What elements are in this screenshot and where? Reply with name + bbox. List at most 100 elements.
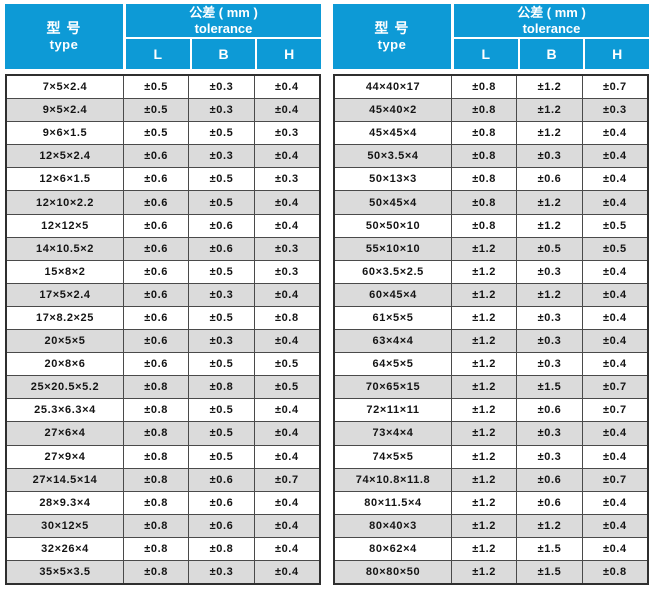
type-cell: 70×65×15 [365, 381, 421, 394]
tolerance-cell-B: ±0.5 [188, 445, 253, 468]
type-cell: 50×3.5×4 [367, 150, 419, 163]
tolerance-cell-B: ±0.5 [188, 353, 253, 376]
tolerance-cell-L: ±0.6 [123, 168, 188, 191]
type-cell: 35×5×3.5 [39, 566, 91, 579]
tolerance-cell-B: ±0.5 [188, 122, 253, 145]
type-cell: 7×5×2.4 [42, 81, 88, 94]
table-row: 7×5×2.4 ±0.5 ±0.3 ±0.4 [7, 76, 319, 99]
tolerance-cell-H: ±0.4 [253, 399, 319, 422]
tolerance-cell-H: ±0.4 [253, 99, 319, 122]
table-row: 12×12×5 ±0.6 ±0.6 ±0.4 [7, 213, 319, 237]
tolerance-cell-H: ±0.4 [253, 76, 319, 99]
tolerance-cell-B: ±0.3 [188, 99, 253, 122]
tolerance-cell-L: ±0.6 [123, 237, 188, 260]
col-header-L: L [454, 39, 518, 69]
tolerance-cell-H: ±0.4 [253, 214, 319, 237]
type-cell: 20×5×5 [44, 335, 86, 348]
tolerance-cell-L: ±1.2 [451, 353, 516, 376]
tolerance-cell-H: ±0.8 [253, 306, 319, 330]
table-row: 15×8×2 ±0.6 ±0.5 ±0.3 [7, 259, 319, 283]
tolerance-cell-B: ±1.5 [516, 376, 581, 399]
table-row: 12×5×2.4 ±0.6 ±0.3 ±0.4 [7, 144, 319, 168]
tolerance-cell-H: ±0.4 [581, 422, 647, 445]
table-row: 63×4×4 ±1.2 ±0.3 ±0.4 [335, 329, 647, 353]
table-row: 25.3×6.3×4 ±0.8 ±0.5 ±0.4 [7, 398, 319, 422]
type-cell: 9×5×2.4 [42, 104, 88, 117]
tolerance-cell-B: ±0.6 [188, 491, 253, 514]
tolerance-cell-L: ±0.8 [123, 537, 188, 560]
type-cell: 80×80×50 [365, 566, 421, 579]
table-row: 44×40×17 ±0.8 ±1.2 ±0.7 [335, 76, 647, 99]
tolerance-cell-H: ±0.7 [581, 468, 647, 491]
tolerance-cell-H: ±0.4 [253, 145, 319, 168]
table-row: 74×5×5 ±1.2 ±0.3 ±0.4 [335, 444, 647, 468]
tolerance-cell-H: ±0.4 [253, 422, 319, 445]
tolerance-cell-B: ±1.2 [516, 122, 581, 145]
tolerance-cell-L: ±0.8 [451, 76, 516, 99]
type-cell: 9×6×1.5 [42, 127, 88, 140]
tolerance-cell-H: ±0.4 [581, 353, 647, 376]
table-row: 25×20.5×5.2 ±0.8 ±0.8 ±0.5 [7, 375, 319, 399]
tolerance-cell-B: ±0.5 [188, 260, 253, 283]
type-cell: 12×12×5 [41, 219, 89, 232]
tolerance-cell-L: ±1.2 [451, 376, 516, 399]
tolerance-cell-L: ±0.8 [123, 445, 188, 468]
tolerance-cell-L: ±0.8 [123, 560, 188, 584]
tolerance-cell-H: ±0.4 [581, 122, 647, 145]
tolerance-cell-L: ±0.8 [123, 468, 188, 491]
tolerance-cell-L: ±0.6 [123, 353, 188, 376]
tolerance-cell-B: ±0.3 [188, 283, 253, 306]
tolerance-cell-B: ±0.3 [516, 260, 581, 283]
type-header-zh: 型 号 [374, 20, 410, 37]
tolerance-cell-B: ±0.5 [188, 306, 253, 330]
table-row: 35×5×3.5 ±0.8 ±0.3 ±0.4 [7, 559, 319, 584]
col-header-H: H [585, 39, 650, 69]
type-cell: 12×6×1.5 [39, 173, 91, 186]
tolerance-cell-H: ±0.4 [581, 283, 647, 306]
tolerance-cell-B: ±0.3 [516, 330, 581, 353]
tolerance-cell-H: ±0.4 [253, 560, 319, 584]
tolerance-cell-L: ±0.8 [123, 422, 188, 445]
table-row: 27×9×4 ±0.8 ±0.5 ±0.4 [7, 444, 319, 468]
type-cell: 17×5×2.4 [39, 288, 91, 301]
type-cell: 25.3×6.3×4 [34, 404, 96, 417]
tolerance-cell-B: ±0.6 [516, 491, 581, 514]
type-cell: 60×3.5×2.5 [362, 265, 424, 278]
tolerance-cell-H: ±0.7 [581, 376, 647, 399]
tolerance-cell-B: ±1.2 [516, 283, 581, 306]
col-header-B: B [191, 39, 256, 69]
tolerance-cell-L: ±1.2 [451, 306, 516, 330]
type-cell: 27×14.5×14 [32, 473, 98, 486]
tolerance-cell-B: ±1.5 [516, 560, 581, 584]
tolerance-cell-L: ±0.6 [123, 260, 188, 283]
type-cell: 32×26×4 [41, 542, 89, 555]
type-header-en: type [377, 37, 407, 53]
tolerance-cell-B: ±0.8 [188, 537, 253, 560]
tolerance-cell-L: ±1.2 [451, 537, 516, 560]
tolerance-cell-H: ±0.4 [581, 491, 647, 514]
table-row: 61×5×5 ±1.2 ±0.3 ±0.4 [335, 305, 647, 330]
tolerance-cell-L: ±1.2 [451, 399, 516, 422]
tolerance-cell-B: ±0.5 [516, 237, 581, 260]
tolerance-cell-L: ±1.2 [451, 491, 516, 514]
type-cell: 12×5×2.4 [39, 150, 91, 163]
tolerance-cell-B: ±0.5 [188, 399, 253, 422]
tolerance-cell-H: ±0.4 [253, 283, 319, 306]
tolerance-cell-L: ±0.6 [123, 145, 188, 168]
type-cell: 30×12×5 [41, 519, 89, 532]
table-row: 27×6×4 ±0.8 ±0.5 ±0.4 [7, 421, 319, 445]
tolerance-header-zh: 公差 ( mm ) [517, 4, 586, 20]
table-row: 27×14.5×14 ±0.8 ±0.6 ±0.7 [7, 467, 319, 491]
tolerance-table-left: 型 号 type 公差 ( mm ) tolerance L B H 7×5×2… [5, 4, 322, 585]
type-cell: 80×62×4 [369, 542, 417, 555]
tolerance-cell-H: ±0.7 [581, 76, 647, 99]
type-cell: 50×45×4 [369, 196, 417, 209]
tolerance-cell-H: ±0.5 [253, 353, 319, 376]
type-cell: 74×10.8×11.8 [355, 473, 431, 486]
table-row: 9×6×1.5 ±0.5 ±0.5 ±0.3 [7, 121, 319, 145]
table-row: 50×13×3 ±0.8 ±0.6 ±0.4 [335, 167, 647, 191]
tolerance-cell-H: ±0.5 [253, 376, 319, 399]
tolerance-cell-L: ±1.2 [451, 445, 516, 468]
tolerance-header: 公差 ( mm ) tolerance [126, 4, 321, 37]
col-header-H: H [257, 39, 322, 69]
